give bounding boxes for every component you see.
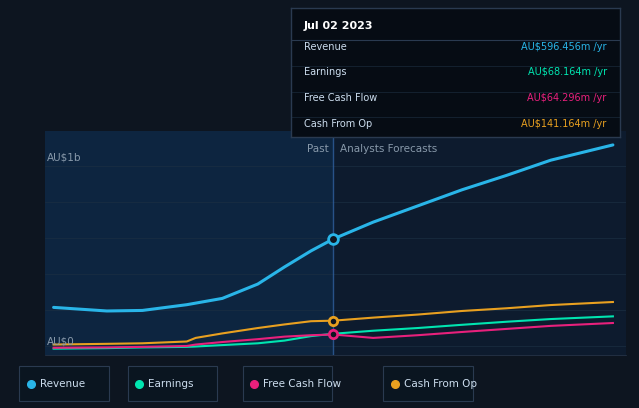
Text: AU$596.456m /yr: AU$596.456m /yr [521,42,606,51]
Text: AU$141.164m /yr: AU$141.164m /yr [521,119,606,129]
Text: AU$0: AU$0 [47,337,74,346]
Text: Earnings: Earnings [148,379,194,388]
Text: Past: Past [307,144,329,153]
Bar [45,131,334,355]
Text: Revenue: Revenue [40,379,85,388]
Text: Free Cash Flow: Free Cash Flow [304,93,377,103]
Text: Cash From Op: Cash From Op [404,379,477,388]
Text: Cash From Op: Cash From Op [304,119,372,129]
Text: Jul 02 2023: Jul 02 2023 [304,21,373,31]
Text: AU$68.164m /yr: AU$68.164m /yr [528,67,606,77]
Text: Revenue: Revenue [304,42,347,51]
Text: Earnings: Earnings [304,67,346,77]
Bar [334,131,626,355]
Text: Analysts Forecasts: Analysts Forecasts [341,144,438,153]
Text: AU$1b: AU$1b [47,153,81,162]
Text: Free Cash Flow: Free Cash Flow [263,379,341,388]
Text: AU$64.296m /yr: AU$64.296m /yr [527,93,606,103]
